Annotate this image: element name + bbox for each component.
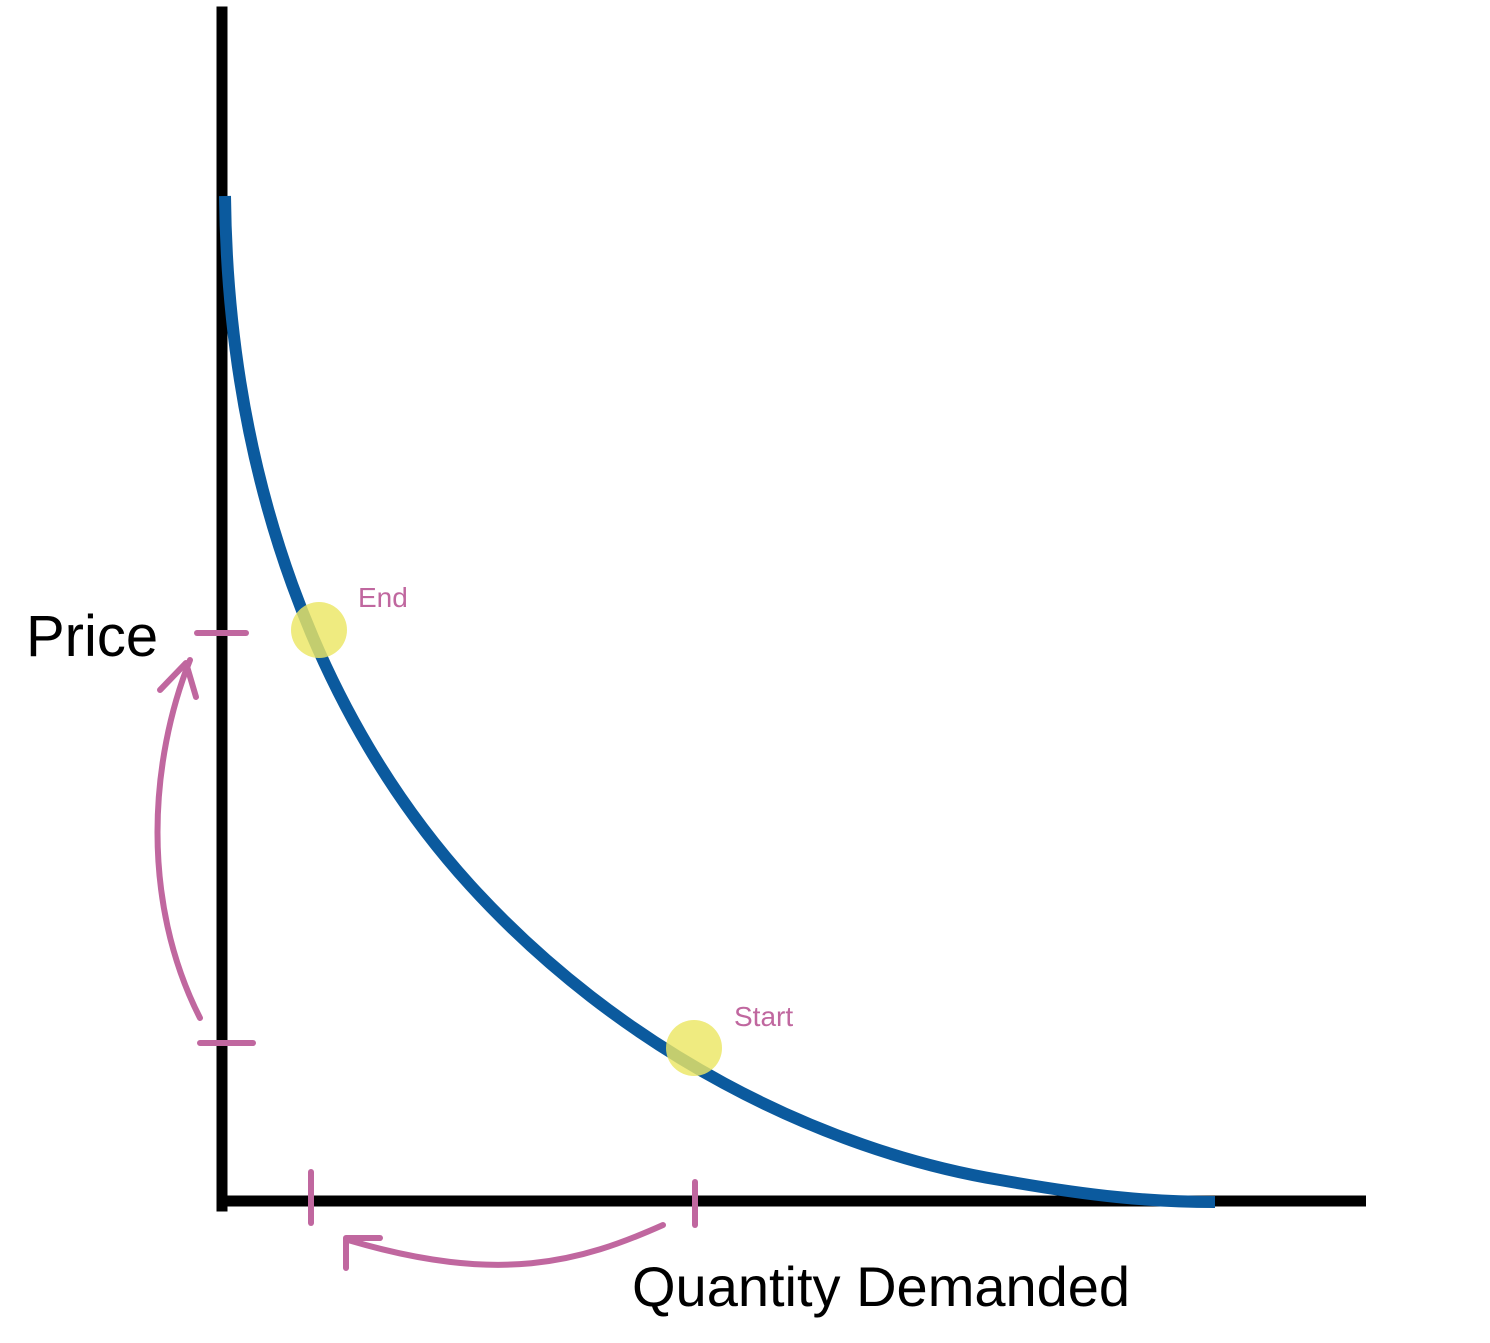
end-point-label: End: [358, 582, 408, 613]
start-point-label: Start: [734, 1001, 793, 1032]
start-point-highlight: [666, 1020, 722, 1076]
end-point-highlight: [291, 602, 347, 658]
price-arrow-head-icon: [157, 660, 199, 700]
y-axis-label: Price: [26, 604, 158, 669]
x-axis-label: Quantity Demanded: [632, 1255, 1130, 1318]
quantity-decrease-arrow: [345, 1222, 666, 1268]
demand-curve: [219, 195, 1216, 1208]
quantity-arrow-head-icon: [343, 1235, 383, 1271]
price-increase-arrow: [154, 657, 203, 1021]
